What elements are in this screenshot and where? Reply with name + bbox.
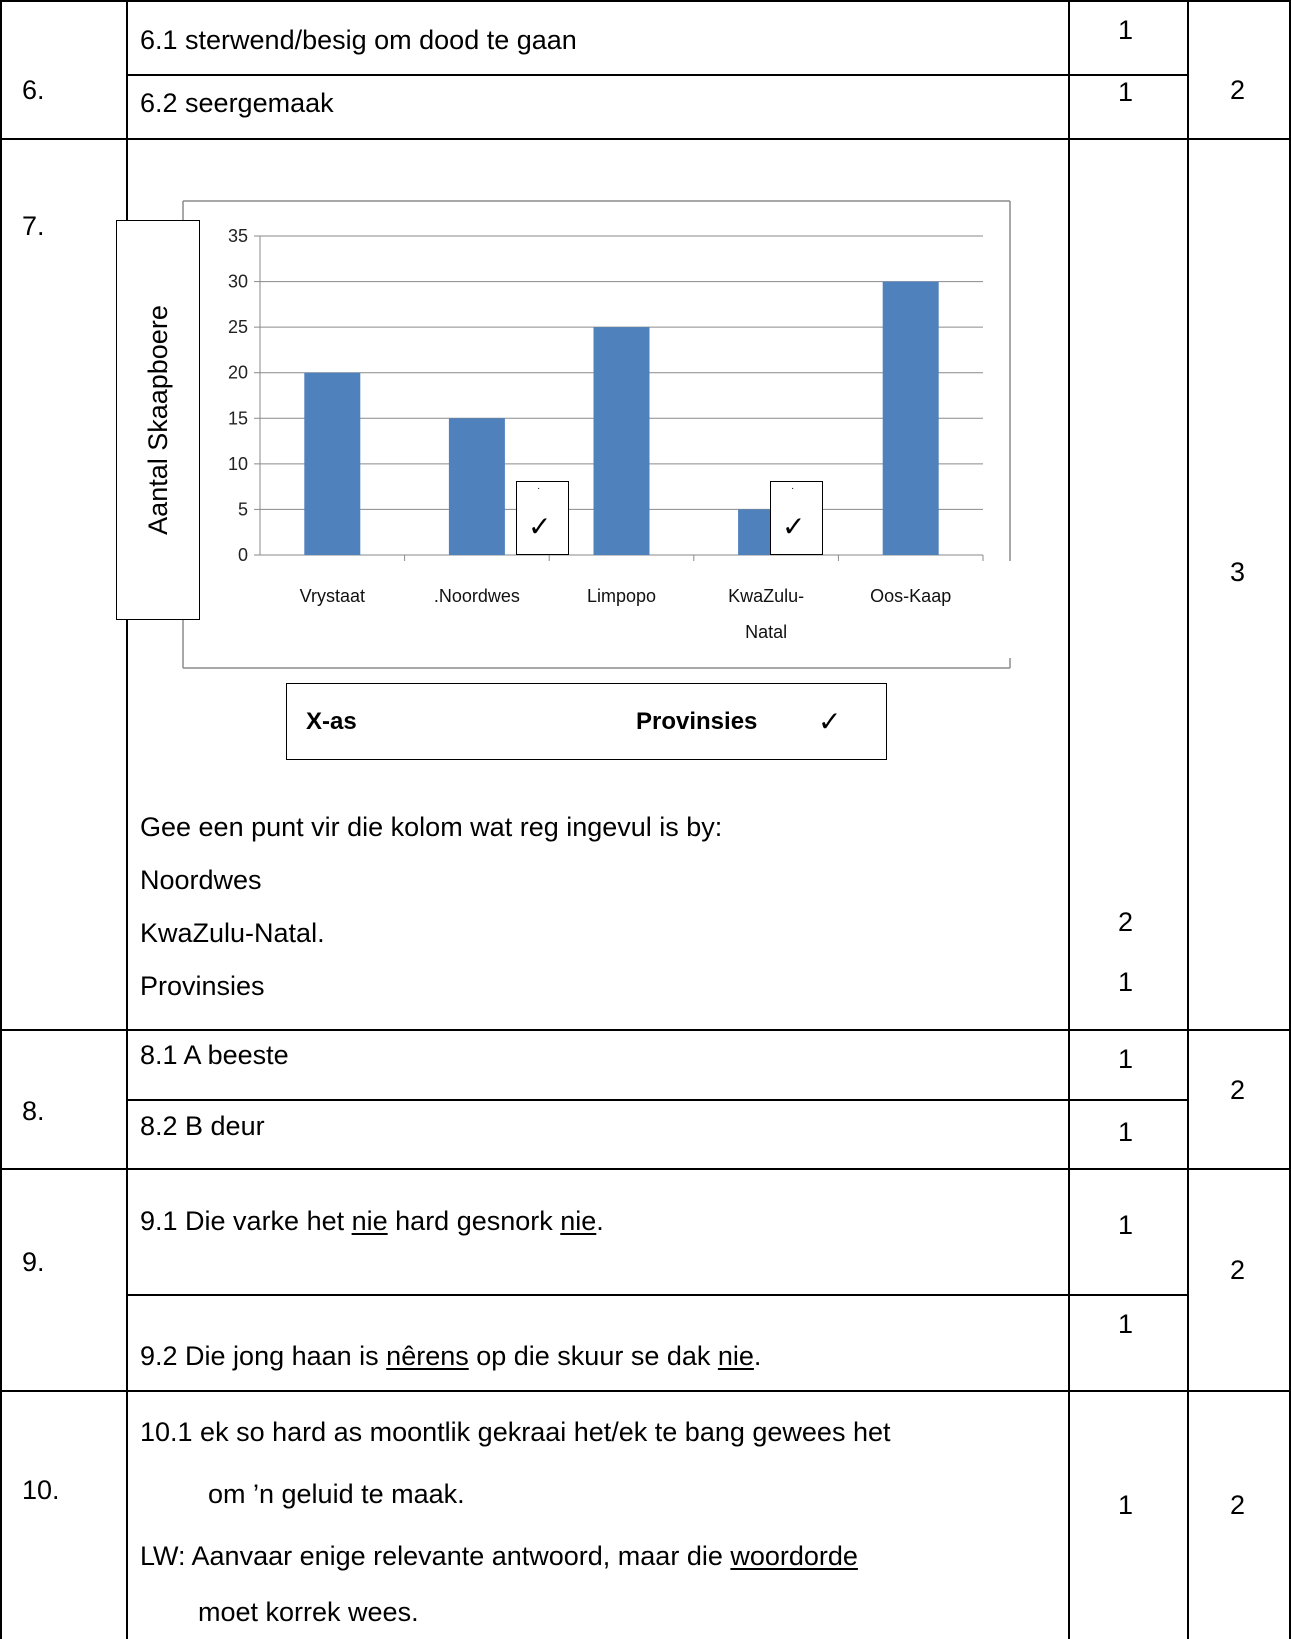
- q7-item-2: KwaZulu-Natal.: [140, 918, 325, 948]
- x-tick-label: Vrystaat: [300, 586, 365, 606]
- q10-note-text: LW: Aanvaar enige relevante antwoord, ma…: [140, 1541, 731, 1571]
- q6-2-mark: 1: [1118, 77, 1134, 107]
- q7-number: 7.: [22, 211, 45, 241]
- q10-note-line-2: moet korrek wees.: [198, 1597, 419, 1627]
- x-tick-label: .Noordwes: [434, 586, 520, 606]
- q9-2-text-a: 9.2 Die jong haan is: [140, 1341, 387, 1371]
- q8-1-mark: 1: [1118, 1044, 1134, 1074]
- q9-2-text-c: .: [753, 1341, 762, 1371]
- q7-mark-1: 2: [1118, 907, 1134, 937]
- q9-2-underlined-2: nie: [717, 1341, 754, 1371]
- q9-1-underlined-1: nie: [351, 1206, 388, 1236]
- x-tick-label: Limpopo: [587, 586, 656, 606]
- q10-1-line-1: 10.1 ek so hard as moontlik gekraai het/…: [140, 1417, 891, 1447]
- x-tick-label: Oos-Kaap: [870, 586, 951, 606]
- q7-marking-note: Gee een punt vir die kolom wat reg ingev…: [140, 812, 723, 842]
- y-tick-label: 25: [228, 317, 248, 337]
- column-divider-mark: [1068, 0, 1070, 1639]
- q9-1-underlined-2: nie: [560, 1206, 597, 1236]
- q10-number: 10.: [22, 1475, 60, 1505]
- q7-item-3: Provinsies: [140, 971, 265, 1001]
- row-divider-8-inner: [126, 1099, 1187, 1101]
- tick-dot-noordwes: ·: [537, 483, 541, 494]
- q9-1-answer: 9.1 Die varke het nie hard gesnork nie.: [140, 1205, 604, 1237]
- q10-1-mark: 1: [1118, 1490, 1134, 1520]
- column-divider-total: [1187, 0, 1189, 1639]
- q10-total: 2: [1230, 1490, 1246, 1520]
- q8-1-answer: 8.1 A beeste: [140, 1040, 289, 1070]
- y-tick-label: 20: [228, 363, 248, 383]
- bar: [882, 281, 939, 555]
- bar: [593, 327, 650, 555]
- y-tick-label: 0: [238, 545, 248, 565]
- q8-2-answer: 8.2 B deur: [140, 1111, 265, 1141]
- tick-box-kwazulu: [770, 481, 823, 555]
- tick-box-noordwes: [516, 481, 569, 555]
- row-divider-9-10: [0, 1390, 1291, 1392]
- q6-total: 2: [1230, 75, 1246, 105]
- y-tick-label: 15: [228, 408, 248, 428]
- row-divider-6-7: [0, 138, 1291, 140]
- tick-dot-kwazulu: ·: [791, 483, 795, 494]
- tick-kwazulu: ✓: [782, 510, 806, 543]
- q9-2-answer: 9.2 Die jong haan is nêrens op die skuur…: [140, 1340, 761, 1372]
- q10-note-line-1: LW: Aanvaar enige relevante antwoord, ma…: [140, 1540, 858, 1572]
- q9-1-mark: 1: [1118, 1210, 1134, 1240]
- x-axis-value: Provinsies: [636, 708, 758, 735]
- q6-1-answer: 6.1 sterwend/besig om dood te gaan: [140, 25, 577, 55]
- q6-2-answer: 6.2 seergemaak: [140, 88, 334, 118]
- y-axis-label: Aantal Skaapboere: [143, 305, 173, 535]
- q6-1-mark: 1: [1118, 15, 1134, 45]
- q9-2-underlined-1: nêrens: [386, 1341, 469, 1371]
- y-tick-label: 10: [228, 454, 248, 474]
- table-border-left: [0, 0, 2, 1639]
- row-divider-8-9: [0, 1168, 1291, 1170]
- q9-1-text-a: 9.1 Die varke het: [140, 1206, 352, 1236]
- row-divider-6-inner: [126, 74, 1187, 76]
- row-divider-7-8: [0, 1029, 1291, 1031]
- y-tick-label: 35: [228, 226, 248, 246]
- x-axis-tick: ✓: [818, 705, 842, 738]
- table-border-right: [1289, 0, 1291, 1639]
- q10-note-underlined: woordorde: [730, 1541, 858, 1571]
- q9-2-text-b: op die skuur se dak: [468, 1341, 718, 1371]
- x-tick-label: KwaZulu-: [728, 586, 804, 606]
- q7-total: 3: [1230, 557, 1246, 587]
- y-axis-label-box: [116, 220, 200, 620]
- q10-1-line-2: om ’n geluid te maak.: [208, 1479, 465, 1509]
- q9-1-text-b: hard gesnork: [387, 1206, 561, 1236]
- bar: [448, 418, 505, 555]
- q9-2-mark: 1: [1118, 1309, 1134, 1339]
- x-axis-answer-box: [286, 683, 887, 760]
- column-divider-number: [126, 0, 128, 1639]
- row-divider-9-inner: [126, 1294, 1187, 1296]
- q9-total: 2: [1230, 1255, 1246, 1285]
- q8-2-mark: 1: [1118, 1117, 1134, 1147]
- x-axis-label: X-as: [306, 708, 357, 735]
- y-tick-label: 5: [238, 499, 248, 519]
- tick-noordwes: ✓: [528, 510, 552, 543]
- q6-number: 6.: [22, 75, 45, 105]
- bar: [304, 372, 361, 555]
- q7-mark-2: 1: [1118, 967, 1134, 997]
- x-tick-label: Natal: [745, 622, 787, 642]
- q7-item-1: Noordwes: [140, 865, 262, 895]
- y-tick-label: 30: [228, 272, 248, 292]
- table-border-top: [0, 0, 1291, 2]
- q8-number: 8.: [22, 1096, 45, 1126]
- q8-total: 2: [1230, 1075, 1246, 1105]
- q9-1-text-c: .: [596, 1206, 604, 1236]
- q9-number: 9.: [22, 1247, 45, 1277]
